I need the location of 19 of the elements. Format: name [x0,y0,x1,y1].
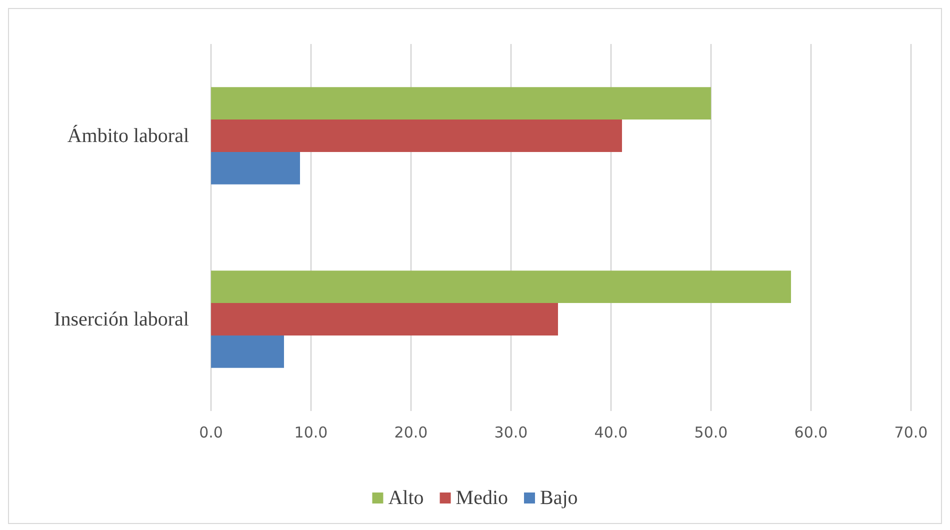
bar [211,152,300,184]
bar [211,87,711,120]
legend-label: Medio [456,487,508,509]
y-tick-label: Ámbito laboral [67,124,190,147]
x-tick-label: 60.0 [794,424,828,442]
legend-label: Alto [388,487,424,509]
x-tick-label: 70.0 [894,424,928,442]
x-tick-label: 30.0 [494,424,528,442]
bar [211,120,622,152]
y-tick-label: Inserción laboral [54,308,190,330]
x-tick-label: 0.0 [199,424,223,442]
x-tick-label: 10.0 [294,424,328,442]
x-tick-label: 40.0 [594,424,628,442]
bar [211,270,791,304]
x-tick-label: 20.0 [394,424,428,442]
bar [211,335,284,368]
x-tick-label: 50.0 [694,424,728,442]
legend-label: Bajo [540,487,578,509]
bar [211,303,558,336]
